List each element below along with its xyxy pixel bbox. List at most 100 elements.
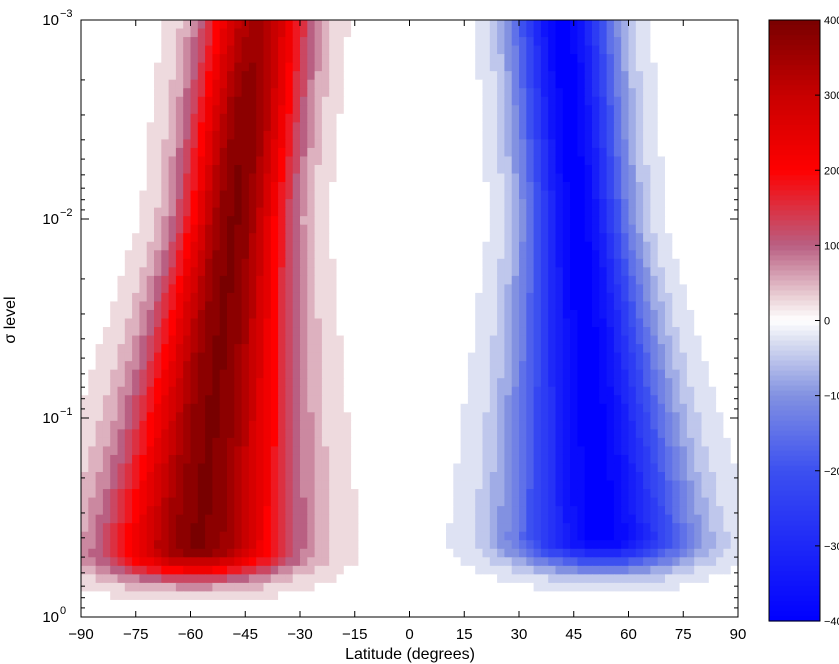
- contour-cell: [519, 199, 527, 209]
- contour-cell: [489, 480, 498, 490]
- contour-cell: [643, 122, 651, 132]
- contour-cell: [285, 454, 294, 465]
- contour-cell: [431, 105, 440, 115]
- contour-cell: [686, 182, 695, 192]
- contour-cell: [628, 105, 637, 115]
- contour-cell: [475, 446, 484, 456]
- contour-cell: [650, 454, 659, 465]
- contour-cell: [489, 88, 498, 98]
- contour-cell: [285, 241, 294, 251]
- contour-cell: [708, 207, 717, 217]
- contour-cell: [154, 113, 162, 123]
- contour-cell: [686, 28, 695, 38]
- contour-cell: [548, 233, 557, 243]
- contour-cell: [102, 378, 111, 388]
- contour-cell: [132, 96, 140, 106]
- contour-cell: [95, 216, 104, 226]
- contour-cell: [460, 352, 469, 362]
- contour-cell: [292, 250, 301, 260]
- contour-cell: [438, 267, 447, 277]
- contour-cell: [643, 182, 651, 192]
- contour-cell: [694, 250, 703, 260]
- contour-cell: [161, 139, 170, 149]
- contour-cell: [592, 318, 600, 328]
- contour-cell: [394, 446, 403, 456]
- contour-cell: [248, 224, 257, 234]
- contour-cell: [424, 446, 432, 456]
- contour-cell: [110, 258, 119, 268]
- contour-cell: [686, 216, 695, 226]
- contour-cell: [373, 28, 381, 38]
- contour-cell: [621, 113, 630, 123]
- contour-cell: [358, 62, 367, 72]
- contour-cell: [270, 54, 279, 64]
- contour-cell: [592, 71, 600, 81]
- contour-cell: [519, 327, 527, 337]
- contour-cell: [533, 369, 542, 379]
- contour-cell: [314, 480, 323, 490]
- contour-cell: [453, 472, 462, 482]
- contour-cell: [81, 28, 89, 38]
- contour-cell: [694, 284, 703, 294]
- contour-cell: [446, 463, 454, 473]
- contour-cell: [270, 182, 279, 192]
- contour-cell: [373, 37, 381, 47]
- contour-cell: [212, 139, 221, 149]
- contour-cell: [402, 309, 411, 320]
- contour-cell: [482, 318, 491, 328]
- contour-cell: [227, 258, 235, 268]
- contour-cell: [154, 258, 162, 268]
- contour-cell: [665, 386, 673, 396]
- contour-cell: [497, 361, 505, 371]
- contour-cell: [321, 122, 330, 132]
- contour-cell: [621, 454, 630, 465]
- contour-cell: [679, 105, 688, 115]
- contour-cell: [329, 105, 338, 115]
- contour-cell: [365, 79, 374, 89]
- contour-cell: [723, 403, 732, 413]
- contour-cell: [117, 79, 126, 89]
- contour-cell: [475, 147, 484, 158]
- contour-cell: [599, 395, 608, 405]
- contour-cell: [526, 207, 535, 217]
- contour-cell: [351, 309, 359, 320]
- contour-cell: [467, 429, 476, 439]
- contour-cell: [212, 437, 221, 448]
- contour-cell: [577, 352, 586, 362]
- contour-cell: [102, 207, 111, 217]
- contour-cell: [402, 335, 411, 345]
- contour-cell: [336, 395, 345, 405]
- contour-cell: [635, 309, 644, 320]
- contour-cell: [154, 182, 162, 192]
- contour-cell: [592, 37, 600, 47]
- contour-cell: [504, 480, 513, 490]
- contour-cell: [234, 395, 243, 405]
- contour-cell: [300, 45, 308, 55]
- contour-cell: [154, 164, 162, 175]
- contour-cell: [497, 173, 505, 183]
- contour-cell: [285, 156, 294, 166]
- contour-cell: [307, 62, 316, 72]
- contour-cell: [307, 28, 316, 38]
- contour-cell: [175, 216, 184, 226]
- contour-cell: [431, 113, 440, 123]
- contour-cell: [292, 275, 301, 285]
- contour-cell: [248, 369, 257, 379]
- contour-cell: [592, 28, 600, 38]
- contour-cell: [453, 420, 462, 430]
- contour-cell: [570, 258, 578, 268]
- contour-cell: [489, 37, 498, 47]
- contour-cell: [300, 327, 308, 337]
- contour-cell: [570, 420, 578, 430]
- contour-cell: [409, 267, 418, 277]
- contour-cell: [117, 156, 126, 166]
- contour-cell: [730, 258, 739, 268]
- contour-cell: [168, 480, 177, 490]
- contour-cell: [570, 335, 578, 345]
- contour-cell: [424, 88, 432, 98]
- contour-cell: [154, 480, 162, 490]
- contour-cell: [533, 267, 542, 277]
- contour-cell: [657, 182, 666, 192]
- contour-cell: [205, 241, 213, 251]
- contour-cell: [387, 156, 396, 166]
